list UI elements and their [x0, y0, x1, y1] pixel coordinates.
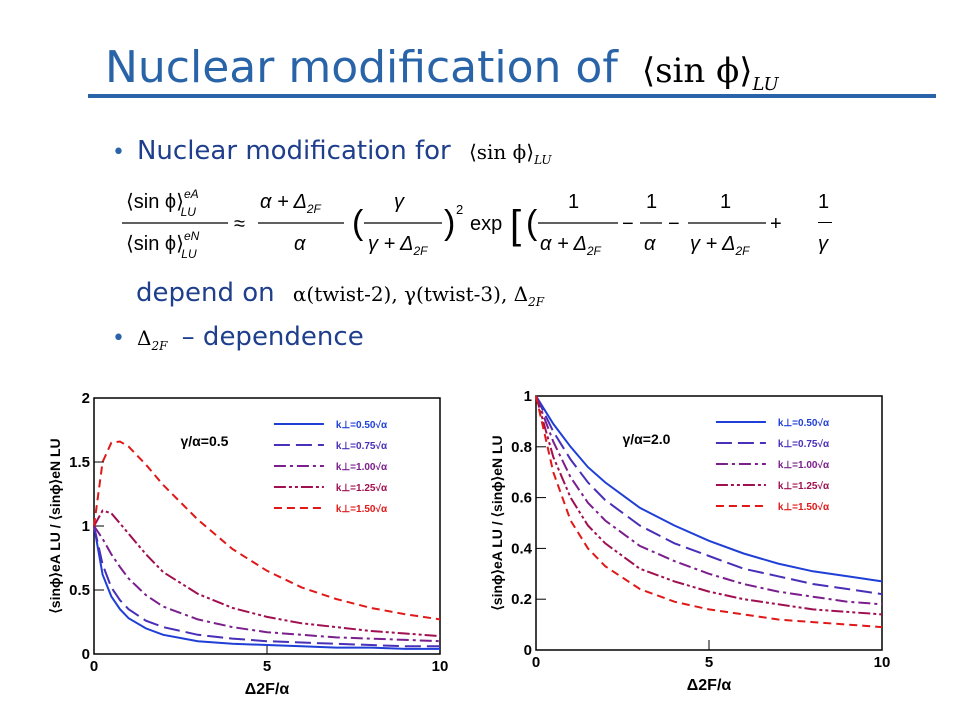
- y-tick-label: 0.4: [511, 540, 533, 557]
- plus-sign: +: [770, 213, 782, 235]
- t3-denominator: γ + Δ2F: [690, 233, 750, 258]
- legend-label: k⊥=1.25√α: [778, 481, 830, 492]
- approx-sign: ≈: [234, 213, 245, 235]
- title-underline: [88, 94, 936, 98]
- y-tick-label: 0.5: [69, 582, 90, 599]
- plot-frame: [93, 397, 441, 655]
- x-tick-label: 5: [263, 658, 271, 675]
- legend-label: k⊥=1.50√α: [778, 502, 830, 513]
- lhs-numerator: ⟨sin ϕ⟩eA LU: [126, 187, 199, 219]
- legend-label: k⊥=0.50√α: [336, 420, 388, 431]
- series-line-1: [93, 525, 440, 650]
- y-axis-label: ⟨sinϕ⟩eA LU / ⟨sinϕ⟩eN LU: [489, 435, 505, 610]
- chart-annotation: γ/α=2.0: [623, 431, 671, 447]
- series-line-1: [535, 395, 883, 583]
- chart-left: 0 5 10 0 0.5 1 1.5 2 γ/α=0.5 k⊥=0.50√α k⊥=0.75√α k⊥…: [47, 390, 449, 698]
- t4-numerator: 1: [818, 191, 829, 213]
- y-tick-label: 0.6: [511, 490, 532, 507]
- t2-numerator: 1: [646, 191, 657, 213]
- x-tick-label: 0: [532, 654, 540, 671]
- series-line-4: [535, 395, 883, 616]
- f1-numerator: α + Δ2F: [260, 191, 322, 216]
- minus-2: −: [668, 213, 680, 235]
- t2-denominator: α: [644, 233, 656, 255]
- legend-label: k⊥=1.00√α: [778, 460, 830, 471]
- exp-label: exp: [470, 213, 502, 235]
- f2-denominator: γ + Δ2F: [368, 233, 428, 258]
- legend-label: k⊥=0.75√α: [336, 441, 388, 452]
- series-line-5: [93, 440, 441, 621]
- y-tick-label: 1: [524, 388, 532, 405]
- minus-1: −: [622, 213, 634, 235]
- bullet-2-text: – dependence: [181, 322, 364, 352]
- bullet-1-text: Nuclear modification for: [136, 136, 451, 166]
- y-tick-label: 0.8: [511, 439, 532, 456]
- series-line-4: [93, 509, 441, 638]
- paren-open: (: [352, 204, 364, 242]
- depend-line: depend on α(twist-2), γ(twist-3), Δ2F: [136, 278, 544, 309]
- x-tick-label: 10: [874, 654, 891, 671]
- series-line-2: [535, 395, 883, 596]
- t1-numerator: 1: [568, 191, 579, 213]
- t4-fraction-bar: [818, 222, 832, 223]
- x-axis-label: Δ2F/α: [245, 681, 290, 698]
- legend-label: k⊥=0.50√α: [778, 418, 830, 429]
- series-line-3: [93, 525, 441, 643]
- paren2-open: (: [526, 204, 538, 242]
- chart-right: 0 5 10 0 0.2 0.4 0.6 0.8 1 γ/α=2.0 k⊥=0.50√α k⊥=0.7…: [489, 388, 891, 694]
- series-line-5: [535, 395, 883, 629]
- bullet-dot-icon: •: [112, 140, 125, 165]
- f2-numerator: γ: [394, 191, 405, 213]
- legend-label: k⊥=1.50√α: [336, 504, 388, 515]
- y-tick-label: 0: [524, 642, 532, 659]
- slide-title-text: Nuclear modification of: [105, 42, 618, 93]
- series-line-3: [535, 395, 883, 606]
- legend-label: k⊥=0.75√α: [778, 439, 830, 450]
- t4-denominator: γ: [818, 233, 829, 255]
- y-tick-label: 1: [82, 518, 90, 535]
- series-line-2: [93, 525, 440, 648]
- legend-label: k⊥=1.25√α: [336, 483, 388, 494]
- bullet-2-math: Δ2F: [136, 326, 168, 353]
- chart-annotation: γ/α=0.5: [181, 433, 229, 449]
- y-axis-label: ⟨sinϕ⟩eA LU / ⟨sinϕ⟩eN LU: [47, 438, 63, 613]
- paren-close: ): [444, 204, 455, 242]
- t1-denominator: α + Δ2F: [540, 233, 602, 258]
- power-2: 2: [456, 202, 463, 217]
- y-tick-label: 2: [82, 390, 90, 407]
- x-axis-label: Δ2F/α: [687, 677, 732, 694]
- bullet-1-math: ⟨sin ϕ⟩LU: [468, 140, 552, 167]
- plot-frame: [535, 395, 883, 651]
- x-tick-label: 5: [705, 654, 713, 671]
- slide-title: Nuclear modification of ⟨sin ϕ⟩LU: [105, 42, 779, 95]
- ratio-formula-tail: 1 γ: [818, 191, 829, 255]
- f1-denominator: α: [294, 233, 306, 255]
- depend-math: α(twist-2), γ(twist-3), Δ2F: [292, 282, 545, 309]
- t3-numerator: 1: [720, 191, 731, 213]
- x-tick-label: 0: [90, 658, 98, 675]
- x-tick-label: 10: [432, 658, 449, 675]
- slide-title-math: ⟨sin ϕ⟩LU: [641, 51, 779, 95]
- depend-text: depend on: [136, 278, 275, 308]
- bullet-1: • Nuclear modification for ⟨sin ϕ⟩LU: [112, 136, 552, 167]
- ratio-formula: ⟨sin ϕ⟩eA LU ⟨sin ϕ⟩eN LU ≈ α + Δ2F α ( γ …: [122, 187, 782, 261]
- y-tick-label: 1.5: [69, 454, 90, 471]
- lhs-denominator: ⟨sin ϕ⟩eN LU: [126, 229, 200, 261]
- legend-label: k⊥=1.00√α: [336, 462, 388, 473]
- y-tick-label: 0.2: [511, 591, 532, 608]
- bullet-dot-icon: •: [112, 326, 125, 351]
- y-tick-label: 0: [82, 646, 90, 663]
- bracket-open: [: [510, 203, 521, 247]
- bullet-2: • Δ2F – dependence: [112, 322, 364, 353]
